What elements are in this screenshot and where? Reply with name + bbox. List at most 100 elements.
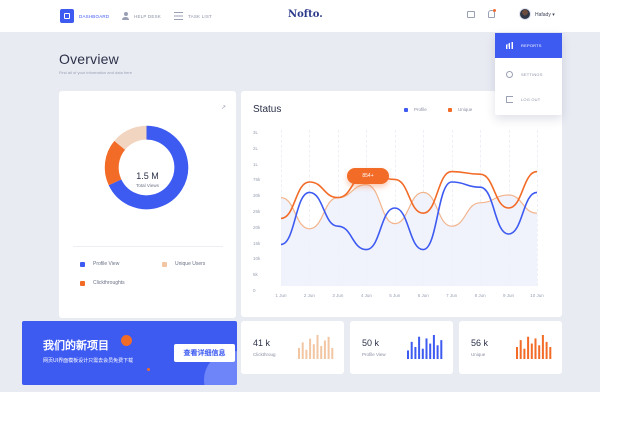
mini-bar [541,335,544,359]
avatar[interactable] [519,8,531,20]
status-legend-profile: Profile [404,107,427,112]
y-tick-label: 25k [253,209,261,214]
mini-bar [527,336,530,359]
x-tick-label: 2 Jun [303,293,315,298]
stat-value: 41 k [253,338,271,348]
gear-icon [506,71,513,78]
chart-tooltip-pill[interactable]: 854+ [347,168,389,184]
mini-bar [530,343,533,359]
status-line-chart [280,170,538,286]
series-line-unique [280,170,538,220]
promo-mini-dot [147,368,150,371]
status-legend-unique: Unique [448,107,472,112]
bar-chart-icon [506,42,513,49]
x-tick-label: 9 Jun [503,293,515,298]
mini-bar-chart [516,335,552,359]
legend-swatch [80,261,85,267]
mini-bar [410,341,413,359]
nav-task-list[interactable]: TASK LIST [174,9,212,23]
donut-slice [114,125,147,151]
chevron-down-icon: ▾ [552,12,555,18]
mini-bar [312,344,315,359]
stat-card-unique: 56 k Unique [459,321,562,374]
mini-bar [523,348,526,359]
bell-icon[interactable] [488,10,495,18]
stat-card-clickthrough: 41 k Clickthroug [241,321,344,374]
divider [73,246,223,247]
y-tick-label: 15k [253,240,261,246]
mini-bar [436,345,439,359]
menu-item-reports[interactable]: REPORTS [495,33,562,58]
x-tick-label: 4 Jun [360,293,372,298]
view-details-button[interactable]: 查看详细信息 [174,344,235,362]
mini-bar [549,347,552,359]
stat-label: Unique [471,352,486,357]
x-tick-label: 5 Jun [389,293,401,298]
mini-bar [440,340,443,359]
mini-bar [516,347,518,359]
mini-bar [519,340,522,359]
mini-bar [309,338,312,359]
mini-bar [305,349,308,359]
mini-bar [545,341,548,359]
legend-label: Profile [414,107,427,112]
menu-item-label: REPORTS [521,43,542,48]
legend-clickthroughts: Clickthroughts [80,280,125,286]
legend-label: Clickthroughts [93,280,125,286]
dashboard-icon [60,9,74,23]
legend-swatch [162,261,167,267]
gridline [309,130,311,286]
legend-swatch [404,107,408,112]
legend-label: Unique Users [175,261,206,267]
stat-label: Clickthroug [253,352,276,357]
total-views-label: Total Views [136,183,159,188]
logout-icon [506,96,513,103]
x-tick-label: 7 Jun [446,293,458,298]
mini-bar [534,338,537,359]
list-icon [174,12,183,20]
mini-bar [301,342,304,359]
nav-dashboard[interactable]: DASHBOARD [60,9,109,23]
donut-slice [104,140,126,186]
user-icon [122,12,129,20]
mini-bar [414,347,417,359]
views-donut-chart [104,125,189,210]
nav-dashboard-label: DASHBOARD [79,13,110,19]
expand-icon[interactable]: ↗ [220,105,226,111]
mini-bar [432,335,435,359]
nav-task-list-label: TASK LIST [188,13,212,19]
page-title: Overview [59,51,119,67]
brand-logo[interactable]: Nofto. [288,9,323,20]
y-tick-label: 1L [253,161,259,167]
mini-bar [320,346,323,359]
y-tick-label: 2L [253,145,259,151]
gridline [451,130,453,286]
x-tick-label: 3 Jun [332,293,344,298]
chat-icon[interactable] [467,11,475,18]
legend-label: Profile View [93,261,120,267]
mini-bar [421,348,424,359]
menu-item-logout[interactable]: LOG OUT [495,87,562,112]
menu-item-settings[interactable]: SETTINGS [495,62,562,87]
y-tick-label: 75k [253,177,261,183]
stat-value: 56 k [471,338,489,348]
user-menu[interactable]: Hafady ▾ [535,12,555,18]
y-tick-label: 0 [253,288,256,293]
mini-bar [407,350,409,359]
series-line-profile [280,181,538,251]
mini-bar [331,347,334,359]
y-tick-label: 5k [253,272,258,278]
top-navbar: DASHBOARD HELP DESK TASK LIST Nofto. Haf… [0,0,600,32]
menu-item-label: SETTINGS [521,72,543,77]
legend-unique-users: Unique Users [162,261,205,267]
notification-dot [493,9,496,12]
page-subtitle: Find all of your information and data he… [59,70,132,75]
status-title: Status [253,104,282,115]
mini-bar-chart [298,335,334,359]
mini-bar-chart [407,335,443,359]
mini-bar [425,338,428,359]
mini-bar [316,335,319,359]
nav-help-desk[interactable]: HELP DESK [122,9,161,23]
y-tick-label: 30k [253,193,261,199]
promo-banner: 我们的新项目 网页UI界面模板设计只需去会员免费下载 查看详细信息 [22,321,237,385]
